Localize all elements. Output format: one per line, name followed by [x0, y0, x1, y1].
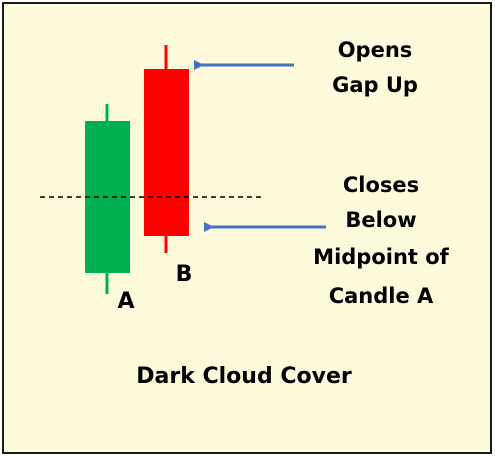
closes-below-line-1: Closes — [343, 173, 419, 197]
candle-a-label: A — [117, 289, 134, 314]
closes-below-line-3: Midpoint of — [313, 245, 450, 269]
candle-b-body — [144, 69, 189, 236]
closes-below-annotation: Closes Below Midpoint of Candle A — [313, 173, 450, 308]
candle-a — [85, 104, 130, 294]
candle-b — [144, 45, 189, 253]
opens-gap-up-line-2: Gap Up — [332, 73, 418, 97]
closes-below-line-2: Below — [345, 208, 416, 232]
candle-b-label: B — [176, 262, 193, 287]
opens-gap-up-annotation: Opens Gap Up — [332, 38, 418, 97]
diagram-title: Dark Cloud Cover — [136, 364, 352, 389]
opens-gap-up-line-1: Opens — [338, 38, 413, 62]
closes-below-line-4: Candle A — [329, 284, 434, 308]
